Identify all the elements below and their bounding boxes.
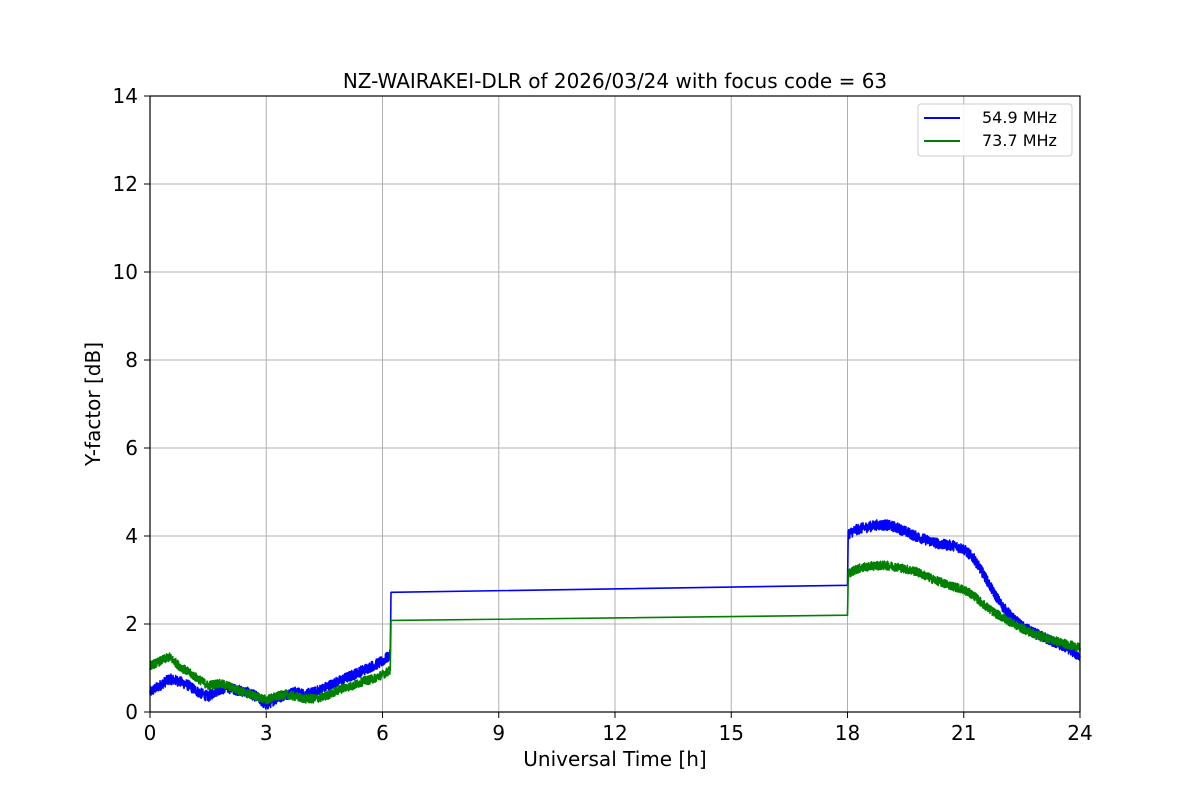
x-tick-label: 9 [492,721,505,745]
x-axis-label: Universal Time [h] [523,747,706,771]
y-tick-label: 14 [113,84,138,108]
x-tick-label: 24 [1067,721,1092,745]
x-tick-label: 3 [260,721,273,745]
y-tick-label: 4 [125,524,138,548]
series-line-73-7-mhz [149,560,1081,705]
x-tick-label: 21 [951,721,976,745]
chart-title: NZ-WAIRAKEI-DLR of 2026/03/24 with focus… [343,69,887,93]
y-tick-label: 8 [125,348,138,372]
series-lines [149,519,1081,710]
y-tick-label: 12 [113,172,138,196]
y-tick-label: 2 [125,612,138,636]
y-tick-label: 0 [125,700,138,724]
legend-entry-73-7-mhz: 73.7 MHz [982,131,1057,150]
x-tick-label: 6 [376,721,389,745]
y-axis-label: Y-factor [dB] [81,342,105,467]
x-tick-label: 15 [719,721,744,745]
x-tick-label: 0 [144,721,157,745]
legend: 54.9 MHz 73.7 MHz [917,103,1073,157]
x-tick-label: 18 [835,721,860,745]
x-tick-label: 12 [602,721,627,745]
legend-entry-54-9-mhz: 54.9 MHz [982,108,1057,127]
y-tick-label: 6 [125,436,138,460]
y-tick-label: 10 [113,260,138,284]
